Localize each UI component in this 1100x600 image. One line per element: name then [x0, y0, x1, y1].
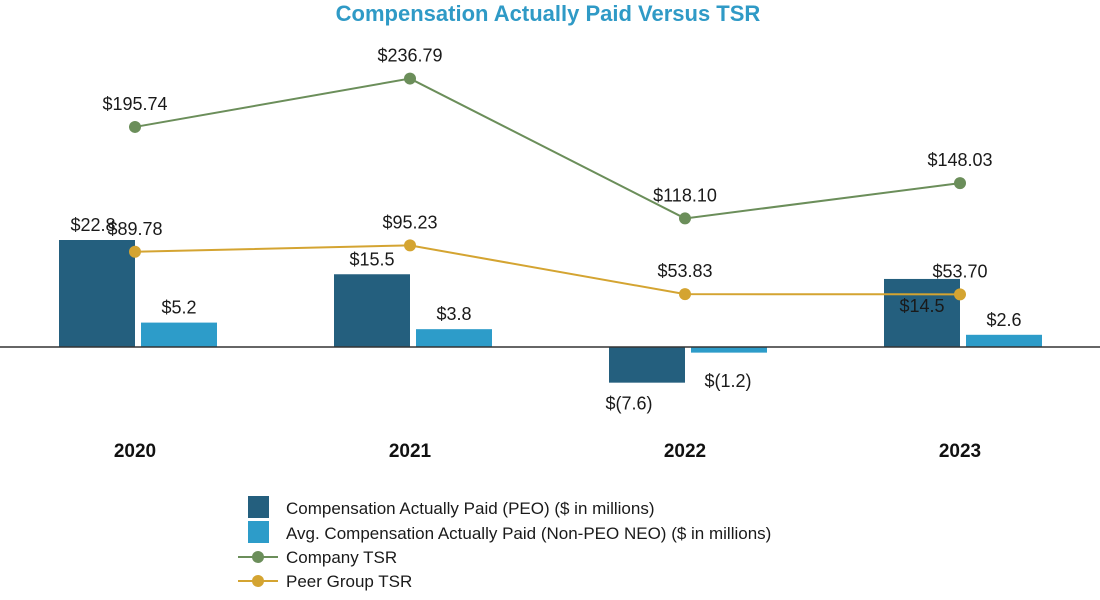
peo-bar-label-2020: $22.8	[70, 215, 115, 235]
bars-layer	[59, 240, 1042, 383]
peo-bar-label-2021: $15.5	[349, 249, 394, 269]
peo-bar-2023	[884, 278, 960, 347]
peer-tsr-point-2020	[129, 245, 141, 258]
legend-peo-item: Compensation Actually Paid (PEO) ($ in m…	[248, 496, 654, 518]
neo-bar-label-2020: $5.2	[161, 298, 196, 318]
category-labels: 2020 2021 2022 2023	[114, 441, 981, 462]
neo-bar-2023	[966, 334, 1042, 347]
category-label-2023: 2023	[939, 441, 981, 462]
legend-peer-tsr-swatch-marker	[252, 575, 264, 587]
company-tsr-point-2021	[404, 72, 416, 85]
neo-bar-label-2021: $3.8	[436, 304, 471, 324]
peer-tsr-point-2022	[679, 288, 691, 301]
category-label-2020: 2020	[114, 441, 156, 462]
legend-neo-swatch	[248, 521, 269, 543]
legend-peo-label: Compensation Actually Paid (PEO) ($ in m…	[286, 499, 654, 518]
legend-neo-label: Avg. Compensation Actually Paid (Non-PEO…	[286, 524, 771, 543]
legend-peer-tsr-label: Peer Group TSR	[286, 572, 412, 591]
neo-bar-2021	[416, 329, 492, 347]
chart-title: Compensation Actually Paid Versus TSR	[336, 1, 761, 26]
company-tsr-label-2020: $195.74	[102, 94, 167, 114]
company-tsr-point-2020	[129, 120, 141, 133]
peo-bar-2022	[609, 347, 685, 383]
legend-company-tsr-item: Company TSR	[238, 548, 397, 567]
lines-layer	[129, 72, 966, 301]
category-label-2021: 2021	[389, 441, 432, 462]
company-tsr-line	[134, 77, 961, 220]
legend-neo-item: Avg. Compensation Actually Paid (Non-PEO…	[248, 521, 771, 543]
peo-bar-2021	[334, 274, 410, 347]
neo-bar-label-2022: $(1.2)	[704, 371, 751, 391]
neo-bar-label-2023: $2.6	[986, 310, 1021, 330]
legend-company-tsr-swatch-marker	[252, 551, 264, 563]
neo-bar-2022	[691, 347, 767, 353]
peer-tsr-line	[134, 244, 961, 296]
peer-tsr-label-2023: $53.70	[932, 261, 987, 281]
peer-tsr-point-2021	[404, 239, 416, 252]
peer-tsr-label-2022: $53.83	[657, 261, 712, 281]
neo-bar-2020	[141, 322, 217, 347]
company-tsr-point-2023	[954, 177, 966, 190]
company-tsr-label-2022: $118.10	[653, 185, 717, 205]
peer-tsr-label-2020: $89.78	[107, 219, 162, 239]
peo-bar-2020	[59, 240, 135, 347]
company-tsr-label-2023: $148.03	[927, 150, 992, 170]
peo-bar-label-2022: $(7.6)	[605, 394, 652, 414]
legend-peo-swatch	[248, 496, 269, 518]
peo-bar-label-2023: $14.5	[899, 296, 944, 316]
peer-tsr-label-2021: $95.23	[382, 212, 437, 232]
company-tsr-label-2021: $236.79	[377, 46, 442, 66]
legend-company-tsr-label: Company TSR	[286, 548, 397, 567]
company-tsr-point-2022	[679, 212, 691, 225]
labels-layer: $22.8 $15.5 $(7.6) $14.5 $5.2 $3.8 $(1.2) $2.6 $…	[70, 46, 1021, 414]
peer-tsr-point-2023	[954, 288, 966, 301]
legend: Compensation Actually Paid (PEO) ($ in m…	[238, 496, 771, 591]
legend-peer-tsr-item: Peer Group TSR	[238, 572, 412, 591]
category-label-2022: 2022	[664, 441, 706, 462]
